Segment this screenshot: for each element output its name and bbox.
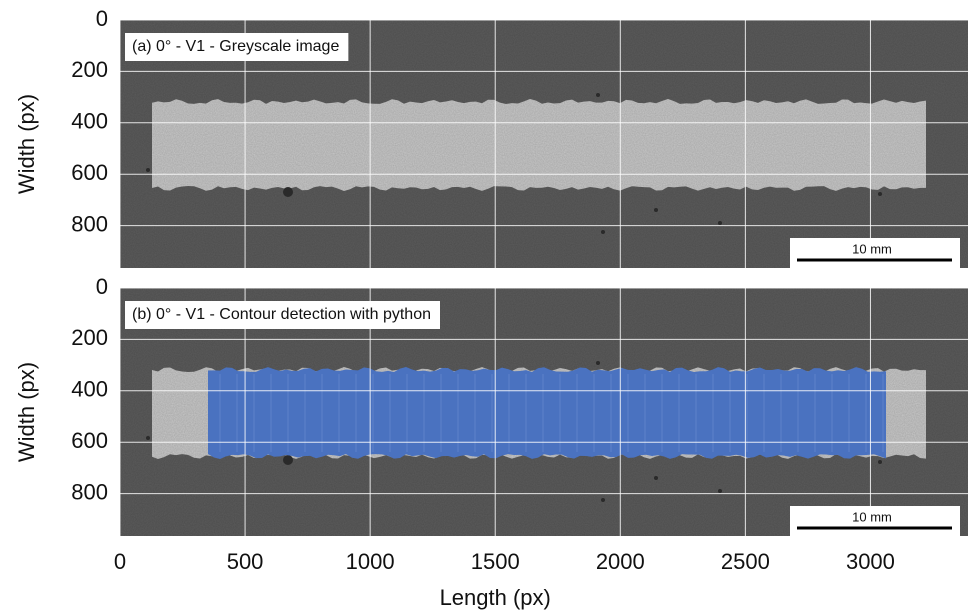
panel-annotation: (b) 0° - V1 - Contour detection with pyt… (132, 306, 431, 323)
particle (654, 208, 658, 212)
particle (878, 460, 882, 464)
scale-bar-label: 10 mm (852, 509, 892, 524)
particle (718, 221, 722, 225)
specimen-texture (152, 99, 926, 191)
particle (718, 489, 722, 493)
x-tick-label: 500 (227, 549, 264, 574)
x-tick-label: 2000 (596, 549, 645, 574)
y-tick-label: 600 (71, 160, 108, 185)
x-axis-title: Length (px) (440, 585, 551, 610)
x-tick-label: 2500 (721, 549, 770, 574)
scale-bar-label: 10 mm (852, 241, 892, 256)
y-tick-label: 800 (71, 479, 108, 504)
detected-contour (208, 367, 886, 459)
particle (596, 93, 600, 97)
particle (601, 230, 605, 234)
y-tick-label: 800 (71, 211, 108, 236)
scale-bar-box (790, 238, 960, 268)
scale-bar-box (790, 506, 960, 536)
annotation-box (125, 33, 349, 61)
y-tick-label: 200 (71, 57, 108, 82)
panel-annotation: (a) 0° - V1 - Greyscale image (132, 38, 339, 55)
y-tick-label: 400 (71, 377, 108, 402)
particle (601, 498, 605, 502)
panel (119, 19, 968, 268)
particle (654, 476, 658, 480)
y-tick-label: 400 (71, 109, 108, 134)
y-tick-label: 0 (96, 274, 108, 299)
particle (146, 436, 150, 440)
y-tick-label: 600 (71, 428, 108, 453)
y-tick-label: 200 (71, 325, 108, 350)
x-tick-label: 1000 (346, 549, 395, 574)
panel (119, 287, 968, 536)
y-axis-title: Width (px) (14, 362, 39, 462)
particle (146, 168, 150, 172)
particle (283, 187, 293, 197)
x-tick-label: 0 (114, 549, 126, 574)
particle (878, 192, 882, 196)
y-tick-label: 0 (96, 6, 108, 31)
particle (596, 361, 600, 365)
x-tick-label: 1500 (471, 549, 520, 574)
particle (283, 455, 293, 465)
x-tick-label: 3000 (846, 549, 895, 574)
y-axis-title: Width (px) (14, 94, 39, 194)
annotation-box (125, 301, 440, 329)
